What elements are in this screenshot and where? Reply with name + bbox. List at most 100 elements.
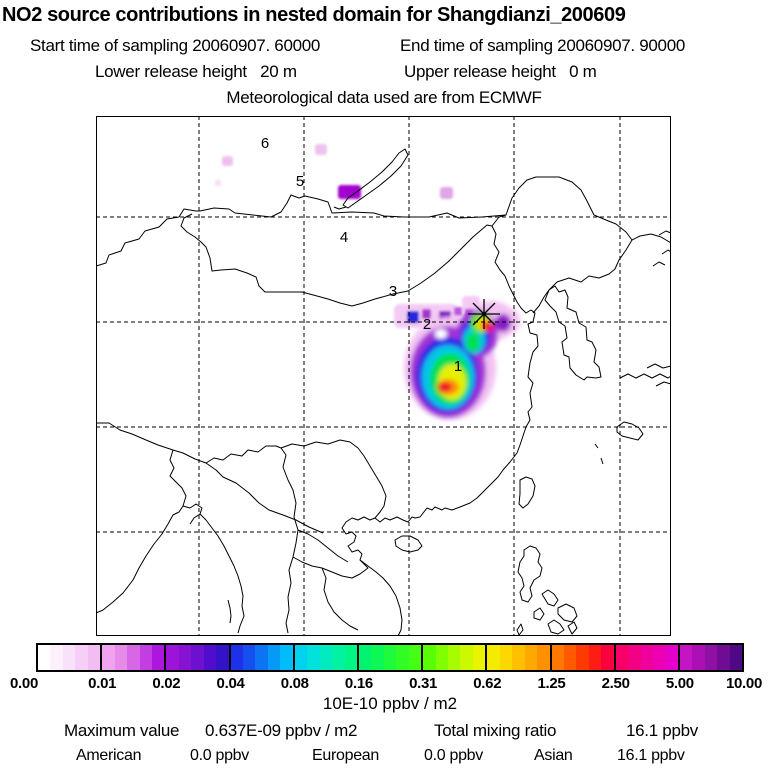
colorbar-cell <box>50 645 63 670</box>
colorbar-cell <box>114 645 128 670</box>
colorbar-cell <box>653 645 666 670</box>
colorbar-cell <box>280 645 295 670</box>
colorbar-cell <box>203 645 217 670</box>
colorbar-cell <box>692 645 705 670</box>
colorbar-cell <box>166 645 179 670</box>
colorbar-tick: 0.01 <box>88 675 117 692</box>
trajectory-label-6: 6 <box>261 135 269 152</box>
colorbar-tick: 0.02 <box>152 675 181 692</box>
colorbar-cell <box>294 645 308 670</box>
colorbar-tick: 0.08 <box>280 675 309 692</box>
total-ratio-label: Total mixing ratio <box>434 721 557 740</box>
colorbar-cell <box>267 645 281 670</box>
colorbar-cell <box>563 645 577 670</box>
trajectory-label-1: 1 <box>454 358 462 375</box>
region-name: American <box>76 747 142 764</box>
page-title: NO2 source contributions in nested domai… <box>2 4 626 26</box>
max-value: 0.637E-09 ppbv / m2 <box>205 721 358 740</box>
colorbar-cell <box>551 645 564 670</box>
colorbar-cell <box>588 645 602 670</box>
colorbar-cell <box>665 645 680 670</box>
colorbar-tick: 1.25 <box>537 675 566 692</box>
colorbar-cell <box>358 645 372 670</box>
colorbar-tick-labels: 0.00 0.01 0.02 0.04 0.08 0.16 0.31 0.62 1.25 2.50… <box>0 675 768 693</box>
colorbar-tick: 0.16 <box>344 675 373 692</box>
map-panel: 1 2 3 4 5 6 <box>96 116 671 636</box>
colorbar-cell <box>127 645 140 670</box>
colorbar-cell <box>408 645 424 670</box>
end-time-label: End time of sampling 20060907. 90000 <box>400 36 686 55</box>
trajectory-label-4: 4 <box>340 229 348 246</box>
lat-lon-gridlines <box>96 116 671 636</box>
colorbar-cell <box>151 645 167 670</box>
colorbar-units-label: 10E-10 ppbv / m2 <box>322 694 458 713</box>
plume-main <box>404 301 520 420</box>
colorbar-cell <box>396 645 409 670</box>
lower-release-label: Lower release height 20 m <box>95 62 297 81</box>
colorbar-cell <box>717 645 730 670</box>
trajectory-label-3: 3 <box>389 283 397 300</box>
colorbar-cell <box>615 645 629 670</box>
colorbar-cell <box>332 645 345 670</box>
map-frame <box>96 116 671 636</box>
trajectory-label-2: 2 <box>423 316 431 333</box>
colorbar-cell <box>537 645 552 670</box>
colorbar-cell <box>191 645 204 670</box>
met-source-label: Meteorological data used are from ECMWF <box>226 88 542 107</box>
region-name: Asian <box>534 747 573 764</box>
colorbar-cell <box>230 645 243 670</box>
receptor-star-marker <box>468 299 500 329</box>
colorbar-tick: 0.00 <box>10 675 38 692</box>
colorbar-cell <box>216 645 231 670</box>
colorbar-cell <box>243 645 256 670</box>
region-value: 0.0 ppbv <box>190 747 249 764</box>
colorbar-tick: 0.04 <box>216 675 245 692</box>
colorbar <box>36 643 744 672</box>
region-value: 0.0 ppbv <box>424 747 483 764</box>
region-value: 16.1 ppbv <box>617 747 685 764</box>
colorbar-cell <box>628 645 641 670</box>
colorbar-tick: 10.00 <box>725 675 763 692</box>
colorbar-cell <box>307 645 320 670</box>
colorbar-cell <box>704 645 718 670</box>
coastlines <box>96 148 671 636</box>
trajectory-labels: 1 2 3 4 5 6 <box>261 135 462 375</box>
colorbar-cell <box>87 645 103 670</box>
colorbar-cell <box>102 645 115 670</box>
colorbar-tick: 0.31 <box>409 675 438 692</box>
colorbar-cell <box>512 645 525 670</box>
colorbar-cell <box>601 645 616 670</box>
colorbar-cell <box>62 645 76 670</box>
colorbar-cell <box>460 645 473 670</box>
colorbar-cell <box>487 645 500 670</box>
colorbar-cell <box>38 645 51 670</box>
colorbar-cell <box>178 645 192 670</box>
colorbar-cell <box>729 645 743 670</box>
colorbar-cell <box>344 645 359 670</box>
colorbar-cell <box>499 645 513 670</box>
upper-release-label: Upper release height 0 m <box>404 62 597 81</box>
plume-north-cells <box>215 144 453 199</box>
colorbar-tick: 5.00 <box>665 675 694 692</box>
colorbar-cell <box>640 645 653 670</box>
colorbar-cell <box>423 645 436 670</box>
colorbar-cell <box>524 645 538 670</box>
colorbar-cell <box>448 645 461 670</box>
colorbar-cell <box>472 645 488 670</box>
colorbar-tick: 0.62 <box>473 675 502 692</box>
colorbar-cell <box>383 645 397 670</box>
region-name: European <box>312 747 379 764</box>
colorbar-cell <box>255 645 268 670</box>
start-time-label: Start time of sampling 20060907. 60000 <box>30 36 321 55</box>
total-ratio-value: 16.1 ppbv <box>626 721 698 740</box>
colorbar-cell <box>319 645 333 670</box>
colorbar-tick: 2.50 <box>601 675 630 692</box>
trajectory-label-5: 5 <box>296 173 304 190</box>
colorbar-cell <box>679 645 693 670</box>
colorbar-cell <box>75 645 88 670</box>
map-svg: 1 2 3 4 5 6 <box>96 116 671 636</box>
colorbar-cell <box>576 645 589 670</box>
max-value-label: Maximum value <box>64 721 180 740</box>
colorbar-cell <box>435 645 448 670</box>
colorbar-cell <box>139 645 152 670</box>
